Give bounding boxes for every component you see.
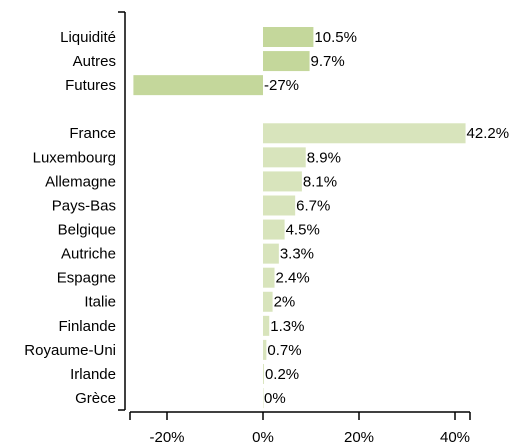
y-tick-label: Italie <box>84 294 116 311</box>
bar <box>263 27 314 47</box>
y-tick-label: Royaume-Uni <box>24 342 116 359</box>
bar <box>263 123 466 144</box>
value-label: 4.5% <box>286 222 320 239</box>
x-tick-label: 20% <box>344 429 374 446</box>
bar <box>263 243 279 264</box>
value-label: 1.3% <box>270 318 304 335</box>
bar <box>263 388 264 409</box>
value-label: 0% <box>264 390 286 407</box>
y-tick-label: Irlande <box>70 366 116 383</box>
y-tick-label: Espagne <box>57 270 116 287</box>
value-label: 2.4% <box>276 270 310 287</box>
value-label: 0.7% <box>267 342 301 359</box>
bar <box>263 291 273 312</box>
value-label: 42.2% <box>467 125 510 142</box>
bar <box>263 147 306 168</box>
value-label: 3.3% <box>280 246 314 263</box>
y-tick-label: Autriche <box>61 246 116 263</box>
y-tick-label: Liquidité <box>60 29 116 46</box>
y-tick-label: Belgique <box>58 222 116 239</box>
value-label: 2% <box>274 294 296 311</box>
bar <box>263 315 270 336</box>
bar <box>263 267 275 288</box>
value-label: 9.7% <box>311 53 345 70</box>
y-tick-label: Luxembourg <box>33 149 116 166</box>
bar <box>263 339 267 360</box>
y-tick-label: Autres <box>73 53 116 70</box>
value-label: 0.2% <box>265 366 299 383</box>
bar <box>263 219 285 240</box>
value-label: 8.9% <box>307 149 341 166</box>
y-tick-label: Finlande <box>58 318 116 335</box>
y-tick-label: Allemagne <box>45 173 116 190</box>
y-tick-label: Grèce <box>75 390 116 407</box>
x-tick-label: 0% <box>252 429 274 446</box>
bar <box>133 75 263 96</box>
value-label: -27% <box>264 77 299 94</box>
x-tick-label: -20% <box>149 429 184 446</box>
bar <box>263 195 296 216</box>
x-tick-label: 40% <box>440 429 470 446</box>
bar <box>263 171 302 192</box>
y-tick-label: Futures <box>65 77 116 94</box>
bar <box>263 363 264 384</box>
value-label: 10.5% <box>314 29 357 46</box>
y-tick-label: Pays-Bas <box>52 197 116 214</box>
value-label: 6.7% <box>296 197 330 214</box>
bar <box>263 51 310 72</box>
y-tick-label: France <box>69 125 116 142</box>
value-label: 8.1% <box>303 173 337 190</box>
